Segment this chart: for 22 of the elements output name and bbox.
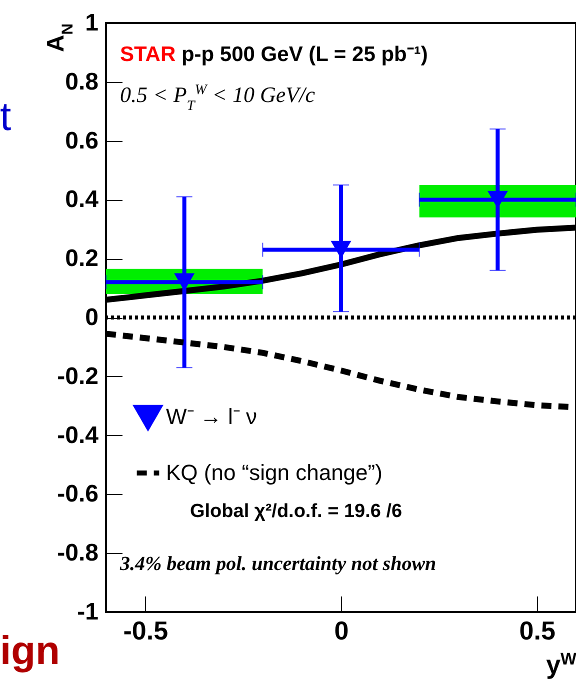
y-tick-label: -0.2 [57, 362, 98, 390]
y-tick-label: 0.4 [65, 186, 100, 214]
x-tick-label: 0.5 [519, 616, 556, 646]
y-tick-label: 0.6 [65, 127, 98, 154]
annotation: 3.4% beam pol. uncertainty not shown [119, 553, 436, 575]
y-tick-label: 0.2 [65, 245, 98, 272]
annotation: Global χ²/d.o.f. = 19.6 /6 [190, 501, 402, 522]
x-tick-label: -0.5 [123, 616, 168, 646]
y-tick-label: -0.4 [57, 422, 100, 449]
x-tick-label: 0 [334, 616, 349, 646]
y-tick-label: -1 [77, 598, 98, 626]
y-tick-label: -0.8 [57, 540, 98, 567]
text: ign [0, 629, 60, 673]
text: t [0, 95, 12, 139]
y-tick-label: -0.6 [57, 480, 98, 508]
y-tick-label: 0 [85, 304, 98, 331]
legend-label: KQ (no “sign change”) [166, 460, 382, 485]
annotation: STAR p-p 500 GeV (L = 25 pb⁻¹) [120, 43, 428, 66]
y-tick-label: 1 [85, 10, 98, 36]
y-tick-label: 0.8 [65, 68, 98, 96]
legend-label: W⁻ → l⁻ ν [166, 404, 257, 429]
annotation: 0.5 < P$_{T}$$^{W}$ < 10 GeV/c [120, 82, 316, 114]
